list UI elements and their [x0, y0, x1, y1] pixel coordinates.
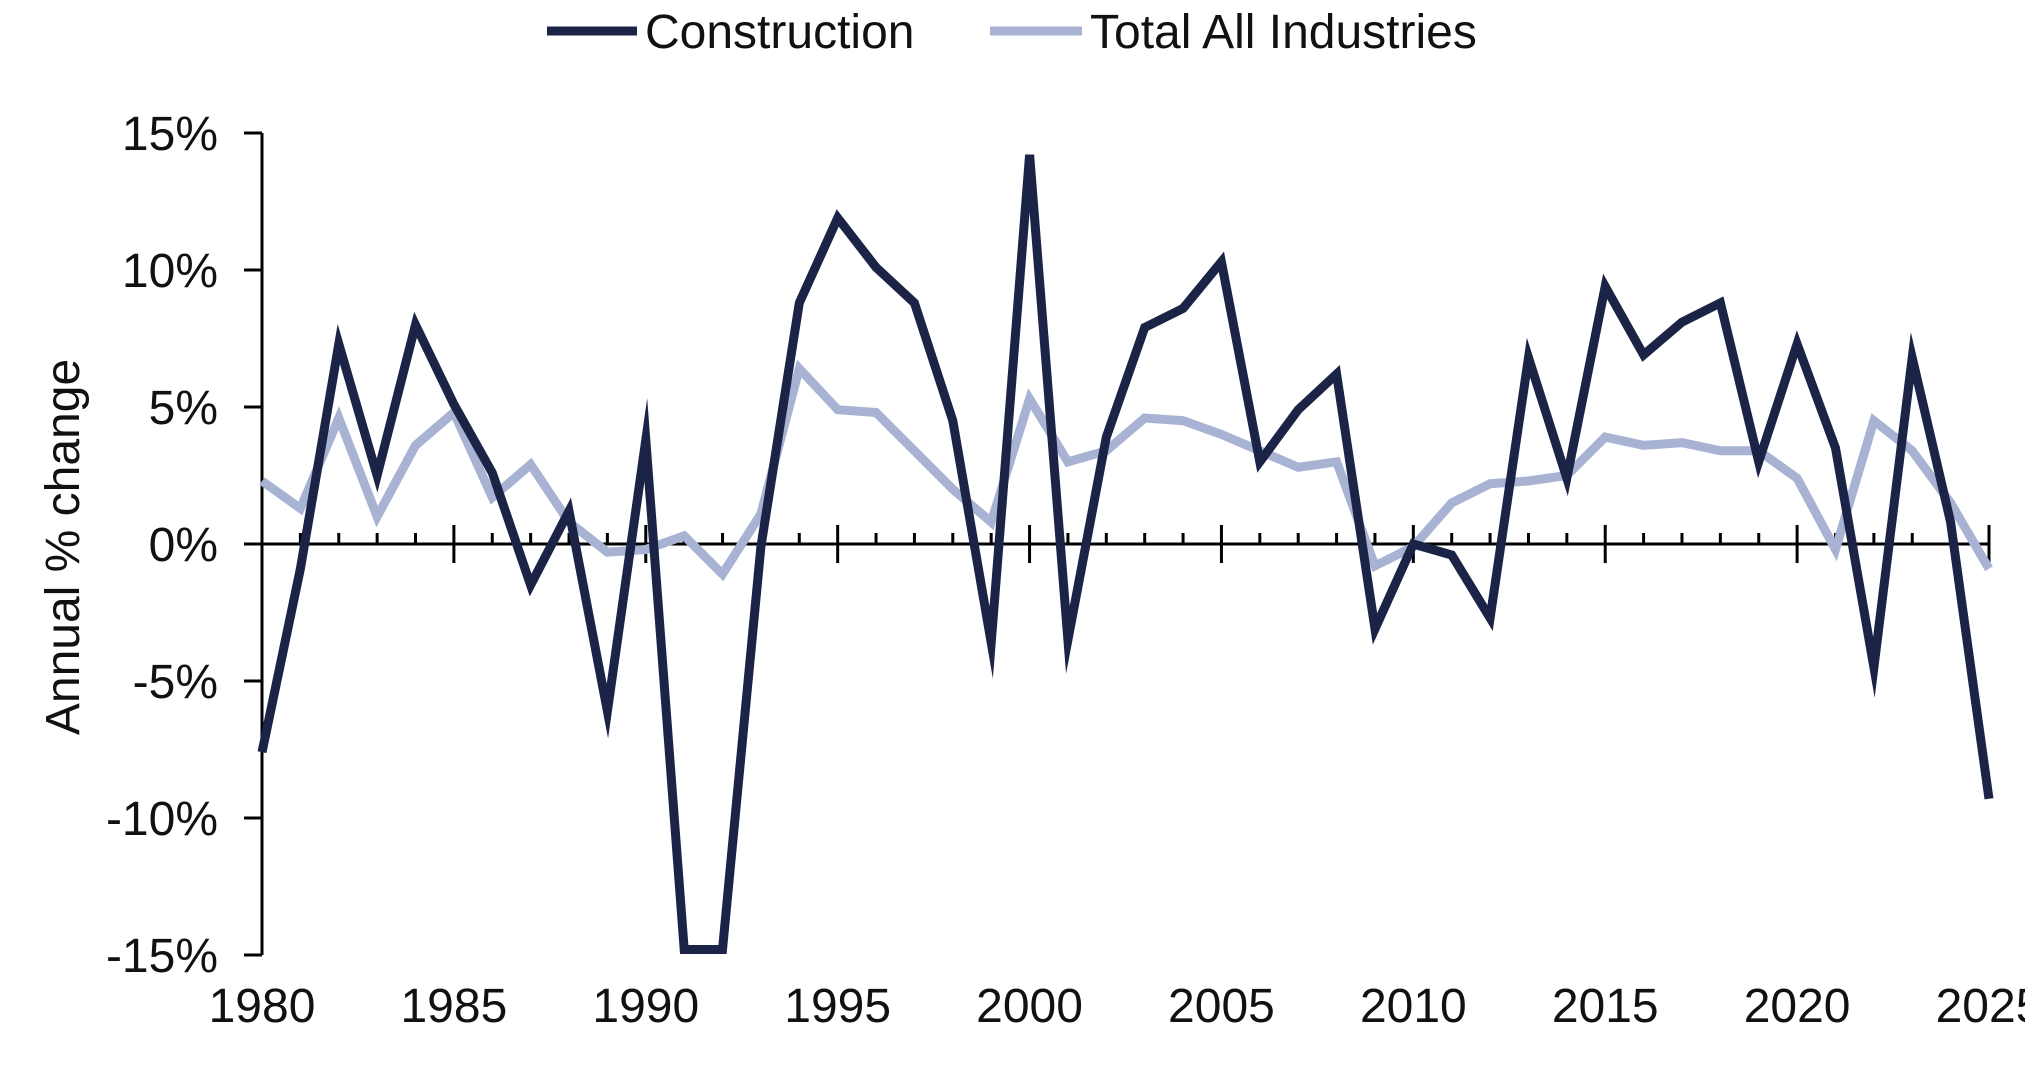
legend-label: Total All Industries: [1090, 6, 1477, 59]
x-tick-label: 1980: [209, 980, 316, 1033]
series-group: [257, 154, 1994, 954]
x-tick-label: 2025: [1936, 980, 2025, 1033]
series-line-total-all-industries: [259, 359, 1993, 582]
x-tick-label: 1985: [400, 980, 507, 1033]
legend-label: Construction: [645, 6, 914, 59]
series-line-construction: [257, 154, 1994, 954]
x-tick-label: 2000: [976, 980, 1083, 1033]
y-tick-label: 10%: [122, 245, 218, 298]
y-tick-label: -15%: [106, 930, 218, 983]
y-tick-label: 5%: [149, 382, 218, 435]
x-tick-label: 1990: [592, 980, 699, 1033]
legend: Construction Total All Industries: [547, 6, 1477, 59]
x-tick-label: 2010: [1360, 980, 1467, 1033]
x-tick-label: 1995: [784, 980, 891, 1033]
y-axis-title: Annual % change: [37, 359, 90, 735]
x-tick-label: 2015: [1552, 980, 1659, 1033]
x-tick-label: 2005: [1168, 980, 1275, 1033]
y-tick-label: 0%: [149, 519, 218, 572]
axes: 15% 10% 5% 0% -5% -10% -15%1980 1985 1990 1995 200…: [106, 108, 2025, 1033]
y-tick-label: -10%: [106, 793, 218, 846]
x-tick-label: 2020: [1744, 980, 1851, 1033]
y-tick-label: 15%: [122, 108, 218, 161]
y-tick-label: -5%: [133, 656, 218, 709]
